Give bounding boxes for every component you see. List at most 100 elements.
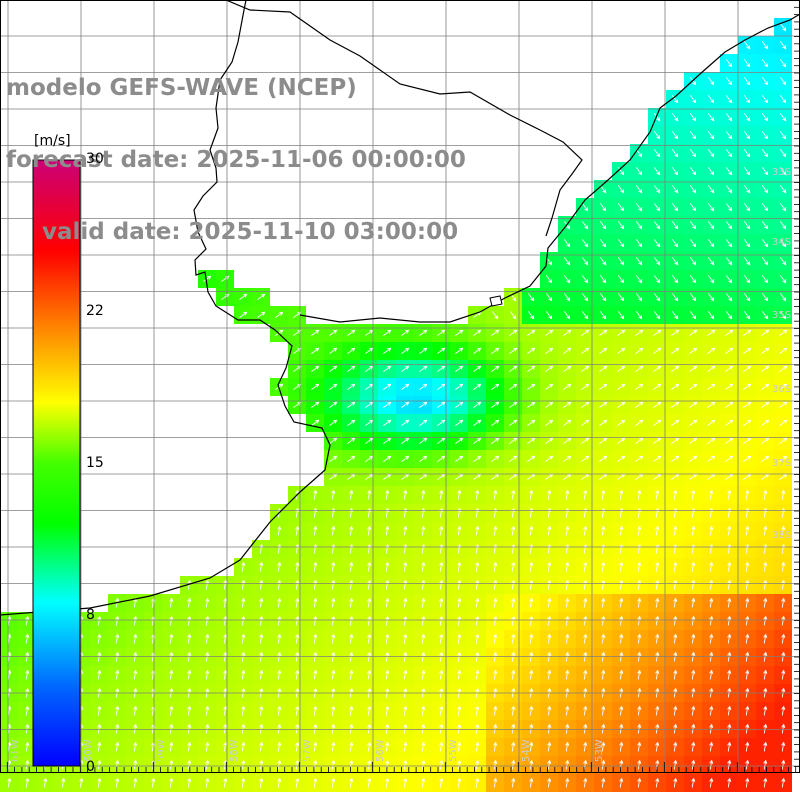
wind-arrow xyxy=(673,633,678,644)
wind-arrow xyxy=(689,329,698,337)
wind-arrow xyxy=(725,131,733,140)
wind-arrow xyxy=(635,293,643,302)
wind-arrow xyxy=(439,651,444,662)
wind-arrow xyxy=(329,419,338,427)
wind-arrow xyxy=(707,293,715,302)
longitude-label: 56W xyxy=(375,739,386,762)
wind-arrow xyxy=(781,579,786,590)
wind-arrow xyxy=(403,759,408,770)
wind-arrow xyxy=(25,615,30,626)
wind-arrow xyxy=(401,419,410,427)
wind-arrow xyxy=(457,525,462,536)
wind-arrow xyxy=(563,365,572,373)
wind-arrow xyxy=(617,419,626,427)
wind-arrow xyxy=(635,437,644,445)
latitude-label: 35S xyxy=(772,310,791,321)
wind-arrow xyxy=(385,525,390,536)
wind-arrow xyxy=(779,437,788,445)
wind-arrow xyxy=(509,419,518,427)
wind-arrow xyxy=(529,561,534,572)
colorbar xyxy=(32,159,81,767)
wind-arrow xyxy=(241,597,246,608)
wind-arrow xyxy=(205,597,210,608)
wind-arrow xyxy=(439,615,444,626)
wind-arrow xyxy=(689,257,697,266)
wind-arrow xyxy=(367,759,372,770)
wind-arrow xyxy=(689,113,697,122)
wind-arrow xyxy=(707,185,715,194)
wind-arrow xyxy=(241,759,246,770)
wind-arrow xyxy=(331,525,336,536)
wind-arrow xyxy=(565,723,570,734)
wind-arrow xyxy=(745,579,750,590)
wind-arrow xyxy=(671,383,680,391)
wind-arrow xyxy=(115,615,120,626)
wind-arrow xyxy=(457,579,462,590)
wind-arrow xyxy=(745,633,750,644)
wind-arrow xyxy=(653,383,662,391)
wind-arrow xyxy=(727,579,732,590)
wind-arrow xyxy=(655,633,660,644)
wind-arrow xyxy=(709,525,714,536)
wind-arrow xyxy=(527,419,536,427)
wind-arrow xyxy=(455,365,464,373)
wind-arrow xyxy=(581,239,589,248)
wind-arrow xyxy=(385,489,390,500)
wind-arrow xyxy=(493,597,498,608)
wind-arrow xyxy=(709,777,714,788)
wind-arrow xyxy=(745,705,750,716)
wind-arrow xyxy=(581,329,590,337)
latitude-label: 33S xyxy=(772,167,791,178)
wind-arrow xyxy=(439,525,444,536)
wind-arrow xyxy=(583,741,588,752)
wind-arrow xyxy=(779,59,787,68)
wind-arrow xyxy=(527,365,536,373)
wind-arrow xyxy=(529,777,534,788)
wind-arrow xyxy=(241,669,246,680)
wind-arrow xyxy=(691,633,696,644)
wind-arrow xyxy=(671,113,679,122)
wind-arrow xyxy=(779,239,787,248)
wind-arrow xyxy=(691,669,696,680)
wind-arrow xyxy=(637,651,642,662)
wind-arrow xyxy=(709,723,714,734)
wind-arrow xyxy=(491,419,500,427)
wind-arrow xyxy=(761,59,769,68)
wind-arrow xyxy=(673,561,678,572)
wind-arrow xyxy=(473,365,482,373)
wind-arrow xyxy=(455,347,464,355)
wind-arrow xyxy=(727,615,732,626)
wind-arrow xyxy=(635,275,643,284)
wind-arrow xyxy=(511,669,516,680)
wind-arrow xyxy=(529,633,534,644)
wind-arrow xyxy=(707,383,716,391)
wind-arrow xyxy=(743,77,751,86)
wind-arrow xyxy=(491,329,500,337)
wind-arrow xyxy=(383,401,392,409)
wind-arrow xyxy=(475,561,480,572)
wind-arrow xyxy=(545,419,554,427)
wind-arrow xyxy=(781,777,786,788)
wind-arrow xyxy=(277,615,282,626)
wind-arrow xyxy=(761,185,769,194)
wind-arrow xyxy=(637,615,642,626)
wind-arrow xyxy=(133,777,138,788)
wind-arrow xyxy=(491,455,500,463)
wind-arrow xyxy=(601,597,606,608)
latitude-label: 36S xyxy=(772,384,791,395)
wind-arrow xyxy=(331,741,336,752)
wind-arrow xyxy=(689,347,698,355)
wind-arrow xyxy=(727,741,732,752)
wind-arrow xyxy=(599,329,608,337)
wind-arrow xyxy=(601,741,606,752)
wind-arrow xyxy=(349,669,354,680)
wind-arrow xyxy=(383,329,392,337)
wind-arrow xyxy=(565,777,570,788)
wind-arrow xyxy=(635,203,643,212)
wind-arrow xyxy=(241,705,246,716)
wind-arrow xyxy=(527,347,536,355)
wind-arrow xyxy=(763,723,768,734)
wind-arrow xyxy=(259,777,264,788)
wind-arrow xyxy=(599,347,608,355)
